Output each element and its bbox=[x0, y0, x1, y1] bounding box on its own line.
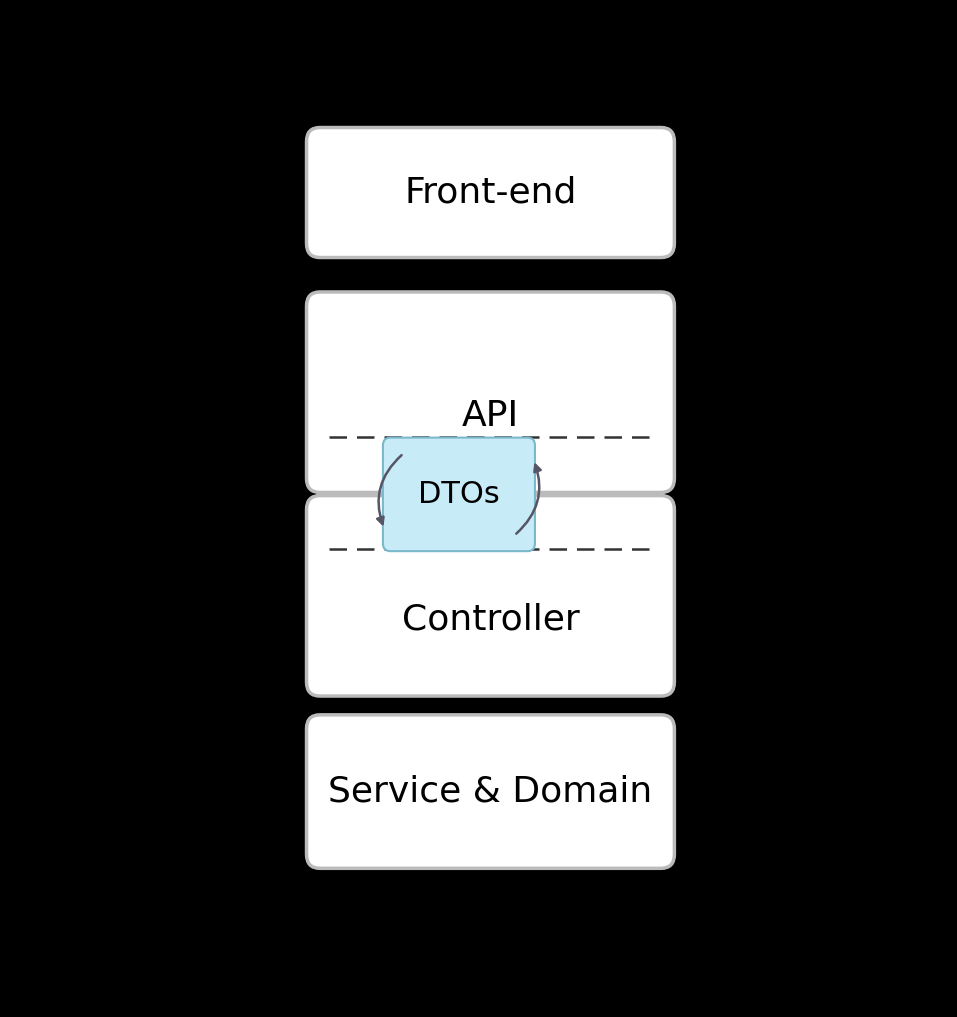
FancyBboxPatch shape bbox=[383, 437, 535, 551]
Text: Service & Domain: Service & Domain bbox=[328, 775, 653, 809]
Text: Controller: Controller bbox=[402, 602, 579, 637]
Text: Front-end: Front-end bbox=[404, 176, 577, 210]
Bar bbox=[390, 437, 527, 478]
Text: API: API bbox=[462, 399, 519, 432]
Text: DTOs: DTOs bbox=[418, 479, 500, 508]
FancyBboxPatch shape bbox=[306, 127, 675, 257]
FancyBboxPatch shape bbox=[306, 715, 675, 869]
Bar bbox=[390, 510, 527, 549]
FancyBboxPatch shape bbox=[306, 495, 675, 696]
FancyBboxPatch shape bbox=[306, 292, 675, 492]
